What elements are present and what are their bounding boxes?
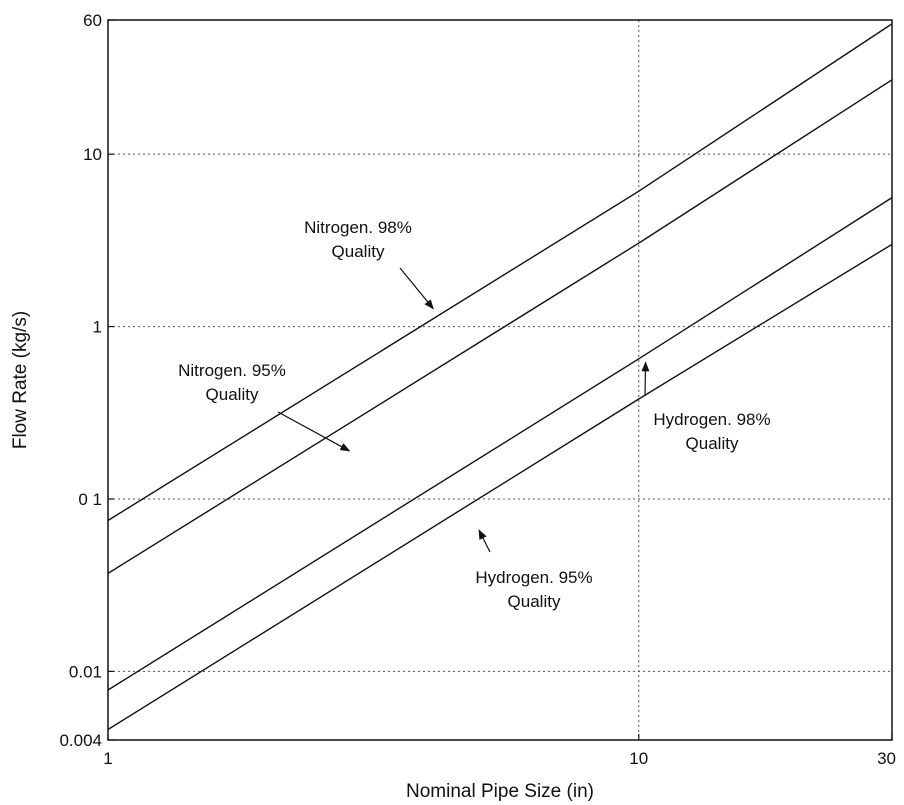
annotation-2: Nitrogen. 95% Quality [178, 361, 351, 452]
series-line-2 [107, 79, 893, 574]
annotation-text: Hydrogen. 98% [653, 410, 770, 429]
annotations: Nitrogen. 98% Quality Nitrogen. 95% Quality… [178, 218, 770, 611]
annotation-arrow [641, 361, 650, 397]
annotation-text: Hydrogen. 95% [475, 568, 592, 587]
annotation-text: Nitrogen. 98% [304, 218, 412, 237]
annotation-arrow [478, 529, 491, 553]
y-tick-label: 1 [93, 318, 102, 337]
annotation-arrow [399, 267, 434, 310]
annotation-text: Quality [508, 592, 561, 611]
y-tick-label: 10 [83, 145, 102, 164]
annotation-text: Nitrogen. 95% [178, 361, 286, 380]
annotation-text: Quality [206, 385, 259, 404]
series-group [107, 23, 893, 731]
x-tick-label: 1 [103, 749, 112, 768]
series-line-1 [107, 23, 893, 522]
plot-frame [107, 19, 893, 741]
series-line-4 [107, 243, 893, 731]
annotation-3: Hydrogen. 98% Quality [641, 361, 771, 453]
x-tick-label: 30 [877, 749, 896, 768]
annotation-text: Quality [332, 242, 385, 261]
grid [108, 20, 892, 740]
annotation-arrow [277, 411, 351, 452]
x-tick-label: 10 [629, 749, 648, 768]
y-axis-label: Flow Rate (kg/s) [10, 311, 31, 449]
annotation-4: Hydrogen. 95% Quality [475, 529, 593, 611]
annotation-1: Nitrogen. 98% Quality [304, 218, 434, 310]
y-tick-label: 0 1 [78, 490, 102, 509]
series-line-3 [107, 197, 893, 691]
y-tick-label: 0.01 [69, 662, 102, 681]
y-tick-label: 60 [83, 11, 102, 30]
y-tick-label: 0.004 [59, 731, 102, 750]
annotation-text: Quality [686, 434, 739, 453]
x-axis-label: Nominal Pipe Size (in) [406, 781, 594, 802]
